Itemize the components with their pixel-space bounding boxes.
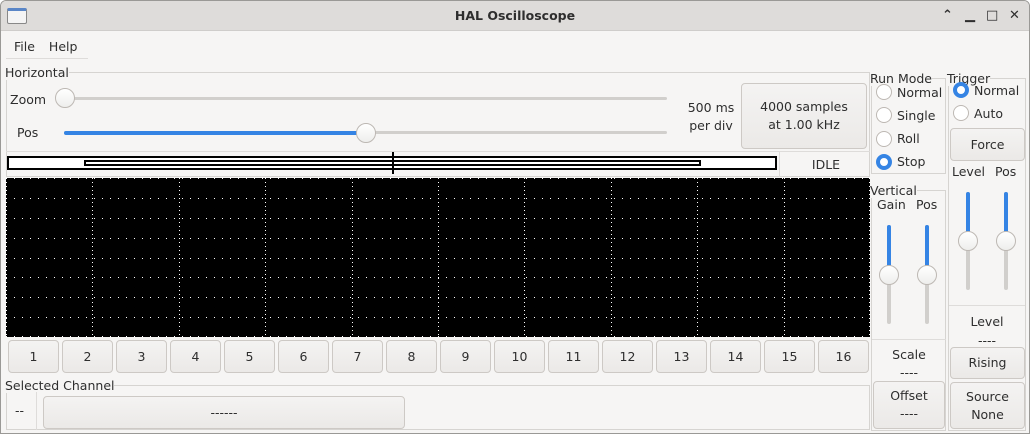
source-value: None bbox=[971, 406, 1004, 422]
vertical-group: Vertical bbox=[870, 183, 946, 431]
app-icon bbox=[7, 8, 27, 24]
channel-button-1[interactable]: 1 bbox=[8, 340, 59, 373]
run-mode-roll-radio[interactable]: Roll bbox=[876, 130, 920, 147]
title-bar: HAL Oscilloscope ⌃ ▁ □ ✕ bbox=[1, 1, 1029, 31]
record-position-bar[interactable] bbox=[7, 152, 777, 174]
trigger-level-title: Level bbox=[970, 314, 1004, 329]
menu-bar: File Help bbox=[14, 39, 91, 54]
channel-button-7[interactable]: 7 bbox=[332, 340, 383, 373]
radio-label: Normal bbox=[974, 82, 1020, 98]
channel-button-11[interactable]: 11 bbox=[548, 340, 599, 373]
channel-button-13[interactable]: 13 bbox=[656, 340, 707, 373]
channel-button-3[interactable]: 3 bbox=[116, 340, 167, 373]
shade-icon[interactable]: ⌃ bbox=[942, 8, 953, 23]
selected-channel-legend: Selected Channel bbox=[5, 378, 115, 393]
run-mode-stop-radio[interactable]: Stop bbox=[876, 153, 926, 170]
trigger-pos-slider[interactable] bbox=[996, 192, 1016, 290]
channel-button-5[interactable]: 5 bbox=[224, 340, 275, 373]
trigger-level-readout: ---- bbox=[977, 333, 997, 348]
radio-indicator-icon bbox=[953, 82, 969, 98]
zoom-label: Zoom bbox=[10, 92, 47, 107]
selected-channel-number: -- bbox=[15, 403, 25, 418]
source-label: Source bbox=[966, 388, 1009, 404]
radio-label: Auto bbox=[974, 105, 1004, 121]
zoom-slider[interactable] bbox=[55, 87, 667, 109]
selected-channel-group: Selected Channel bbox=[5, 378, 870, 430]
offset-button[interactable]: Offset ---- bbox=[873, 381, 945, 429]
radio-indicator-icon bbox=[876, 130, 892, 147]
source-button[interactable]: Source None bbox=[950, 382, 1025, 429]
vertical-pos-label: Pos bbox=[916, 197, 938, 212]
run-mode-normal-radio[interactable]: Normal bbox=[876, 84, 942, 100]
channel-button-4[interactable]: 4 bbox=[170, 340, 221, 373]
trigger-level-label: Level bbox=[952, 164, 985, 179]
menu-file[interactable]: File bbox=[14, 39, 35, 54]
trigger-level-slider[interactable] bbox=[958, 192, 978, 290]
channel-button-15[interactable]: 15 bbox=[764, 340, 815, 373]
channel-button-12[interactable]: 12 bbox=[602, 340, 653, 373]
offset-value: ---- bbox=[899, 406, 919, 421]
offset-label: Offset bbox=[890, 388, 928, 403]
menu-help[interactable]: Help bbox=[48, 39, 78, 54]
channel-button-10[interactable]: 10 bbox=[494, 340, 545, 373]
run-mode-legend: Run Mode bbox=[870, 71, 932, 86]
per-div-unit: per div bbox=[689, 118, 733, 133]
force-button[interactable]: Force bbox=[950, 128, 1025, 161]
trigger-auto-radio[interactable]: Auto bbox=[953, 105, 1003, 121]
horizontal-pos-slider[interactable] bbox=[64, 122, 667, 144]
trigger-normal-radio[interactable]: Normal bbox=[953, 82, 1019, 98]
radio-label: Stop bbox=[897, 154, 926, 170]
samples-count: 4000 samples bbox=[760, 99, 848, 114]
vertical-legend: Vertical bbox=[870, 183, 917, 198]
maximize-icon[interactable]: □ bbox=[986, 8, 999, 23]
radio-label: Single bbox=[897, 107, 936, 123]
scope-background bbox=[6, 178, 870, 337]
radio-indicator-icon bbox=[953, 105, 969, 121]
gain-slider[interactable] bbox=[879, 225, 899, 324]
horizontal-group: Horizontal bbox=[5, 65, 870, 177]
run-mode-single-radio[interactable]: Single bbox=[876, 107, 936, 124]
run-mode-group: Run Mode bbox=[870, 71, 946, 174]
status-label: IDLE bbox=[811, 157, 841, 172]
radio-label: Roll bbox=[897, 131, 920, 147]
radio-label: Normal bbox=[897, 84, 943, 100]
channel-button-8[interactable]: 8 bbox=[386, 340, 437, 373]
horizontal-legend: Horizontal bbox=[5, 65, 69, 80]
close-icon[interactable]: ✕ bbox=[1009, 8, 1020, 23]
samples-button[interactable]: 4000 samples at 1.00 kHz bbox=[741, 83, 867, 149]
channel-button-14[interactable]: 14 bbox=[710, 340, 761, 373]
window-title: HAL Oscilloscope bbox=[454, 8, 576, 23]
radio-indicator-icon bbox=[876, 107, 892, 124]
radio-indicator-icon bbox=[876, 84, 892, 100]
channel-button-9[interactable]: 9 bbox=[440, 340, 491, 373]
gain-label: Gain bbox=[877, 197, 906, 212]
radio-indicator-icon bbox=[876, 153, 892, 170]
pos-label: Pos bbox=[17, 125, 39, 140]
channel-button-16[interactable]: 16 bbox=[818, 340, 869, 373]
scale-label: Scale bbox=[892, 347, 926, 362]
per-div-value: 500 ms bbox=[687, 100, 735, 115]
channel-button-6[interactable]: 6 bbox=[278, 340, 329, 373]
scale-value: ---- bbox=[899, 365, 919, 380]
trigger-pos-label: Pos bbox=[995, 164, 1017, 179]
sample-rate: at 1.00 kHz bbox=[768, 117, 840, 132]
minimize-icon[interactable]: ▁ bbox=[965, 8, 975, 23]
vertical-pos-slider[interactable] bbox=[917, 225, 937, 324]
scope-display[interactable] bbox=[6, 178, 870, 337]
edge-button[interactable]: Rising bbox=[950, 347, 1025, 379]
channel-button-2[interactable]: 2 bbox=[62, 340, 113, 373]
selected-channel-button[interactable]: ------ bbox=[43, 396, 405, 429]
